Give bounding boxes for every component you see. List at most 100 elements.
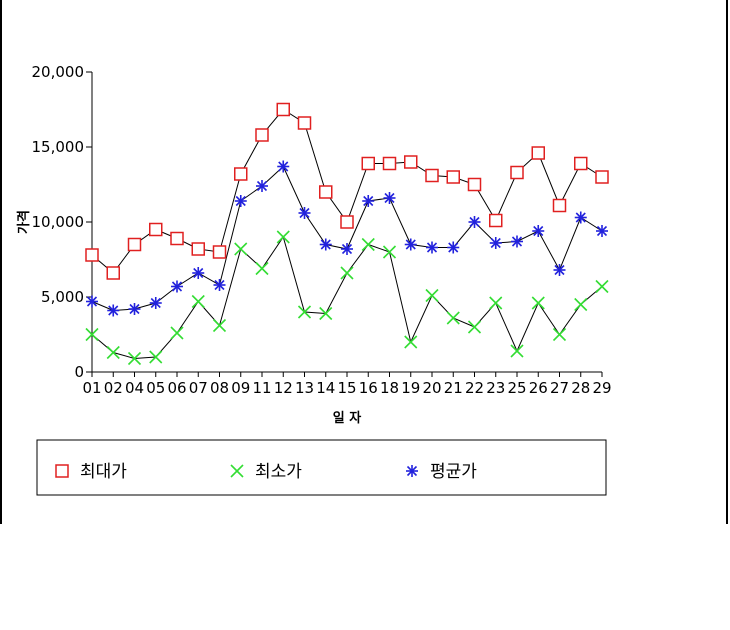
data-point-asterisk [468, 216, 481, 228]
x-tick-label: 13 [295, 379, 314, 397]
data-point-square [170, 231, 184, 246]
data-point-square [127, 237, 142, 252]
x-tick-label: 21 [444, 379, 463, 397]
legend-box [36, 439, 607, 496]
data-point-square [382, 156, 397, 171]
series-markers [85, 102, 609, 280]
data-point-x [212, 318, 227, 333]
series-markers [85, 230, 609, 366]
x-tick-label: 14 [316, 379, 335, 397]
data-point-square [212, 245, 227, 259]
data-point-asterisk [596, 225, 608, 237]
data-point-x [234, 242, 248, 256]
data-point-square [340, 215, 354, 229]
data-point-x [425, 288, 439, 303]
x-tick-label: 12 [274, 379, 293, 397]
x-tick-label: 01 [82, 379, 101, 397]
data-point-asterisk [362, 195, 375, 207]
data-point-square [446, 170, 460, 184]
data-point-asterisk [234, 195, 247, 207]
data-point-x [255, 261, 269, 276]
series-line [91, 235, 603, 360]
data-point-x [446, 311, 460, 325]
x-tick-label: 15 [337, 379, 356, 397]
x-tick-label: 27 [550, 379, 569, 397]
x-tick-label: 25 [507, 379, 526, 397]
data-point-square [425, 168, 439, 183]
data-point-square [55, 464, 69, 478]
data-point-square [489, 213, 503, 228]
data-point-x [127, 351, 142, 366]
data-point-asterisk [277, 160, 290, 173]
data-point-x [149, 350, 163, 364]
data-point-x [85, 327, 99, 342]
y-tick-label: 0 [74, 363, 84, 381]
data-point-square [276, 102, 290, 117]
legend-label: 평균가 [430, 462, 477, 482]
x-tick-label: 19 [401, 379, 420, 397]
data-point-asterisk [107, 304, 120, 317]
x-axis-ticks: 01 02 04 05 06 07 08 09 11 12 13 14 15 16 18 19 20 21 22 23… [82, 372, 612, 397]
legend: 최대가 최소가 평균가 [55, 462, 477, 482]
x-tick-label: 23 [486, 379, 505, 397]
data-point-asterisk [489, 237, 502, 249]
data-point-square [106, 266, 120, 280]
data-point-asterisk [532, 225, 545, 237]
data-point-x [276, 230, 290, 244]
data-point-square [552, 198, 567, 213]
legend-item: 평균가 [406, 462, 477, 482]
legend-item: 최소가 [230, 462, 302, 482]
x-tick-label: 18 [380, 379, 399, 397]
x-tick-label: 08 [210, 379, 229, 397]
x-tick-label: 26 [529, 379, 548, 397]
data-point-asterisk [406, 465, 418, 477]
data-point-x [170, 326, 184, 340]
x-axis-title: 일 자 [333, 411, 361, 426]
data-point-asterisk [511, 235, 523, 248]
data-point-x [106, 345, 120, 360]
data-point-x [467, 320, 482, 334]
data-point-asterisk [256, 180, 268, 192]
data-point-x [510, 344, 524, 358]
x-tick-label: 04 [125, 379, 144, 397]
data-point-x [489, 296, 503, 310]
data-point-x [574, 297, 588, 312]
x-tick-label: 02 [104, 379, 123, 397]
data-point-square [234, 167, 248, 181]
data-point-square [404, 155, 418, 169]
y-tick-label: 5,000 [41, 288, 84, 306]
data-point-asterisk [574, 211, 587, 224]
x-tick-label: 22 [465, 379, 484, 397]
data-point-x [191, 294, 205, 309]
y-axis-ticks: 0 5,000 10,000 15,000 20,000 [32, 63, 92, 381]
data-point-x [319, 306, 333, 321]
x-tick-label: 09 [231, 379, 250, 397]
data-point-asterisk [404, 238, 417, 251]
data-point-square [297, 116, 312, 130]
data-point-x [340, 266, 354, 280]
data-point-square [255, 128, 269, 142]
data-point-x [361, 237, 375, 252]
data-point-x [404, 335, 418, 349]
data-point-asterisk [426, 241, 438, 254]
data-point-x [297, 305, 312, 319]
y-tick-label: 15,000 [32, 138, 85, 156]
legend-label: 최소가 [255, 462, 302, 482]
data-point-asterisk [447, 241, 460, 254]
data-point-square [191, 242, 205, 256]
data-point-x [230, 464, 244, 478]
data-point-asterisk [128, 303, 141, 315]
data-point-square [467, 177, 482, 192]
x-tick-label: 07 [189, 379, 208, 397]
series-layer [85, 102, 609, 366]
data-point-asterisk [213, 279, 226, 291]
legend-item: 최대가 [55, 462, 127, 482]
x-tick-label: 05 [146, 379, 165, 397]
series-line [91, 165, 603, 312]
data-point-x [531, 296, 545, 310]
y-tick-label: 10,000 [32, 213, 85, 231]
y-tick-label: 20,000 [32, 63, 85, 81]
x-tick-label: 11 [252, 379, 271, 397]
data-point-asterisk [192, 267, 205, 279]
